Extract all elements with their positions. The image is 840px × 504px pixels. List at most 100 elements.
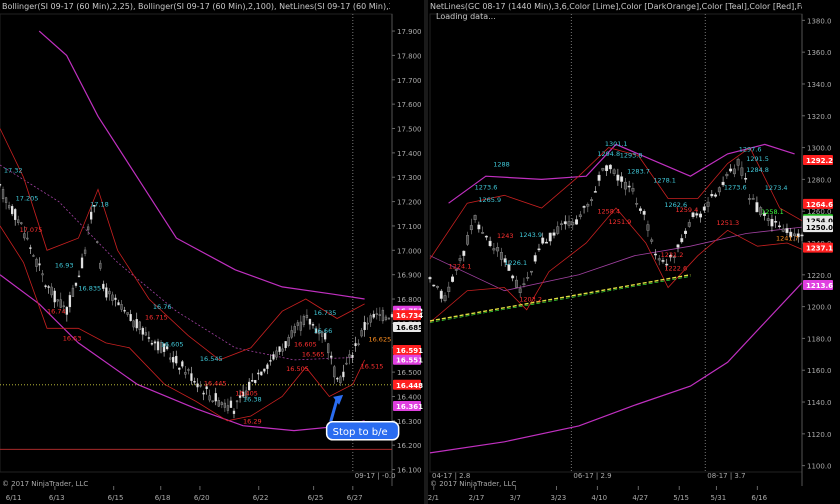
candle-body xyxy=(269,360,272,362)
plot-area xyxy=(0,13,393,473)
level-label: 1251.3 xyxy=(716,219,739,227)
level-label: 1241.7 xyxy=(776,234,799,242)
candle-body xyxy=(654,253,657,256)
candle-body xyxy=(665,263,669,266)
candle-body xyxy=(714,194,718,197)
level-label: 1273.4 xyxy=(765,184,788,192)
candle-body xyxy=(481,232,485,234)
pane-divider[interactable] xyxy=(424,0,428,504)
level-label: 17.075 xyxy=(20,226,43,234)
level-label: 16.76 xyxy=(153,303,172,311)
candle-body xyxy=(165,346,169,350)
y-tick-label: 1140.0 xyxy=(807,399,832,407)
level-label: 16.735 xyxy=(314,309,337,317)
level-label: 16.74 xyxy=(47,308,66,316)
candle-body xyxy=(266,364,269,369)
price-marker: 1264.6 xyxy=(803,198,833,209)
bollinger-lower-short xyxy=(429,207,803,323)
candle-body xyxy=(545,241,548,244)
y-tick-label: 1300.0 xyxy=(807,145,832,153)
gold-chart-pane[interactable]: 1100.0 1120.0 1140.0 1160.0 1180.0 1200.0 1220… xyxy=(428,0,840,504)
candle-body xyxy=(560,223,563,225)
candle-body xyxy=(770,218,774,227)
candle-body xyxy=(796,233,800,238)
level-label: 1265.9 xyxy=(478,196,501,204)
candle-body xyxy=(436,286,439,288)
svg-text:1237.1: 1237.1 xyxy=(806,245,833,253)
silver-chart-canvas[interactable]: 16.10016.20016.30016.40016.50016.60016.7… xyxy=(0,0,424,504)
candle-body xyxy=(762,212,766,216)
silver-chart-pane[interactable]: 16.10016.20016.30016.40016.50016.60016.7… xyxy=(0,0,424,504)
candle-body xyxy=(785,228,789,233)
candle-body xyxy=(50,286,53,296)
candle-body xyxy=(620,176,624,182)
candle-body xyxy=(80,257,84,269)
candle-body xyxy=(302,315,306,326)
level-label: 16.29 xyxy=(243,417,262,425)
candle-body xyxy=(514,279,518,288)
candle-body xyxy=(202,392,205,395)
candle-body xyxy=(526,277,530,279)
y-tick-label: 17.200 xyxy=(397,199,422,207)
candle-body xyxy=(156,341,160,351)
gold-chart-canvas[interactable]: 1100.0 1120.0 1140.0 1160.0 1180.0 1200.0 1220… xyxy=(428,0,840,504)
candle-body xyxy=(774,221,778,223)
candle-body xyxy=(530,270,533,273)
bollinger-upper-100 xyxy=(38,30,365,300)
y-tick-label: 16.400 xyxy=(397,393,422,401)
candle-body xyxy=(432,284,436,287)
x-tick-label: 6/15 xyxy=(108,494,124,502)
candle-body xyxy=(687,222,691,227)
candle-body xyxy=(710,194,714,197)
candle-body xyxy=(117,302,120,306)
candle-body xyxy=(499,252,503,260)
candle-body xyxy=(552,232,556,236)
level-label: 1262.6 xyxy=(664,201,687,209)
candle-body xyxy=(35,258,38,267)
y-tick-label: 1220.0 xyxy=(807,272,832,280)
chart-title: NetLines(GC 08-17 (1440 Min),3,6,Color [… xyxy=(430,2,802,11)
candle-body xyxy=(47,286,50,288)
loading-status: Loading data... xyxy=(436,12,496,21)
candle-body xyxy=(56,299,59,302)
candle-body xyxy=(144,332,148,336)
candle-body xyxy=(217,400,220,407)
candle-body xyxy=(601,167,605,171)
candle-body xyxy=(375,313,378,315)
candle-body xyxy=(706,201,710,207)
candle-body xyxy=(223,402,227,408)
candle-body xyxy=(169,357,172,360)
candle-body xyxy=(699,213,702,218)
candle-body xyxy=(605,165,609,172)
candle-body xyxy=(533,255,537,262)
candle-body xyxy=(205,386,208,390)
y-tick-label: 1320.0 xyxy=(807,113,832,121)
candle-body xyxy=(507,264,511,271)
candle-body xyxy=(257,372,260,375)
svg-text:1213.6: 1213.6 xyxy=(806,282,833,290)
candle-body xyxy=(563,221,567,225)
price-marker: 16.734 xyxy=(393,310,423,321)
candle-body xyxy=(567,221,571,226)
y-tick-label: 1100.0 xyxy=(807,463,832,471)
level-label: 16.93 xyxy=(55,261,74,269)
candle-body xyxy=(29,247,32,249)
candle-body xyxy=(522,283,526,286)
level-label: 16.625 xyxy=(368,336,391,344)
candle-body xyxy=(766,218,770,221)
candle-body xyxy=(751,198,755,200)
candle-body xyxy=(0,184,2,186)
y-tick-label: 16.900 xyxy=(397,272,422,280)
candle-body xyxy=(190,373,193,381)
candle-body xyxy=(108,290,111,295)
y-tick-label: 16.200 xyxy=(397,442,422,450)
candle-body xyxy=(747,198,751,200)
y-tick-label: 1120.0 xyxy=(807,431,832,439)
level-label: 16.605 xyxy=(161,341,184,349)
candle-body xyxy=(469,225,473,231)
candle-body xyxy=(571,221,575,226)
y-tick-label: 16.300 xyxy=(397,418,422,426)
x-tick-label: 3/7 xyxy=(510,494,521,502)
candle-body xyxy=(11,206,14,215)
candle-body xyxy=(369,315,372,323)
